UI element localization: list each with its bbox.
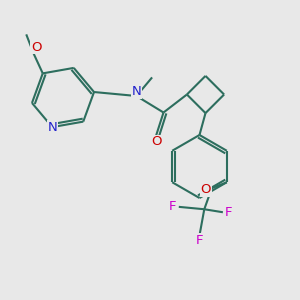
Text: O: O [200, 183, 211, 196]
Text: F: F [225, 206, 232, 219]
Text: F: F [169, 200, 176, 213]
Text: O: O [31, 41, 41, 54]
Text: N: N [47, 121, 57, 134]
Text: N: N [132, 85, 141, 98]
Text: F: F [196, 234, 203, 247]
Text: O: O [151, 135, 161, 148]
